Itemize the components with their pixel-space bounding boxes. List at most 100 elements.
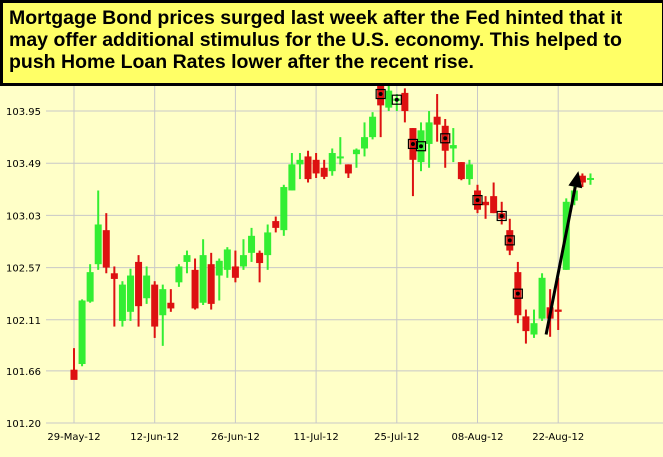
candle-down — [207, 252, 215, 310]
candle-body — [280, 187, 288, 231]
y-tick-label: 103.03 — [6, 211, 41, 222]
candle-body — [191, 269, 199, 309]
candle-down — [401, 88, 409, 123]
candle-body — [143, 275, 151, 299]
candle-down — [344, 164, 352, 178]
candle-body — [465, 164, 473, 180]
candle-down — [578, 173, 586, 188]
y-tick-label: 103.95 — [6, 107, 41, 118]
candle-down — [506, 218, 514, 256]
candle-body — [312, 159, 320, 174]
y-tick-label: 102.11 — [6, 316, 41, 327]
candle-up — [264, 224, 272, 270]
y-tick-label: 101.20 — [6, 419, 41, 430]
candle-down — [167, 289, 175, 312]
arrow-shaft — [544, 186, 577, 335]
chart-title-box: Mortgage Bond prices surged last week af… — [0, 0, 663, 86]
candle-body — [288, 164, 296, 191]
candle-body — [135, 261, 143, 307]
candle-body — [118, 284, 126, 321]
candle-down — [433, 94, 441, 142]
candle-body — [425, 122, 433, 144]
x-axis: 29-May-12 12-Jun-12 26-Jun-12 11-Jul-12 25-J… — [47, 432, 584, 443]
candle-body — [361, 137, 369, 149]
candle-down — [304, 150, 312, 183]
candle-body — [159, 289, 167, 316]
candle-body — [538, 277, 546, 319]
candle-body — [482, 201, 490, 206]
candle-up — [328, 148, 336, 176]
candle-body — [207, 264, 215, 304]
marker-dot — [515, 291, 520, 296]
marker-dot — [394, 97, 399, 102]
candle-up — [449, 128, 457, 163]
candle-body — [328, 153, 336, 172]
candle-up — [94, 190, 102, 270]
candle-body — [320, 167, 328, 177]
candle-up — [239, 239, 247, 270]
candle-down — [135, 255, 143, 327]
x-tick-label: 25-Jul-12 — [374, 432, 419, 443]
x-tick-label: 22-Aug-12 — [532, 432, 584, 443]
candle-down — [312, 153, 320, 178]
candle-down — [498, 201, 506, 225]
x-tick-label: 29-May-12 — [47, 432, 100, 443]
candle-body — [344, 164, 352, 174]
candle-body — [530, 323, 538, 335]
candle-body — [86, 272, 94, 302]
candle-body — [304, 156, 312, 180]
candle-body — [401, 92, 409, 112]
candle-up — [352, 148, 360, 168]
candle-up — [280, 184, 288, 236]
candle-up — [199, 239, 207, 306]
candle-up — [361, 122, 369, 157]
marker-box — [415, 141, 427, 152]
marker-dot — [507, 238, 512, 243]
trend-arrow — [544, 171, 583, 335]
annotation-layer — [544, 171, 583, 335]
candle-up — [175, 264, 183, 287]
y-tick-label: 103.49 — [6, 159, 41, 170]
signal-marker — [415, 141, 427, 152]
candle-up — [586, 173, 594, 185]
candle-body — [70, 369, 78, 380]
candle-body — [296, 159, 304, 165]
chart-title: Mortgage Bond prices surged last week af… — [9, 7, 623, 73]
candle-down — [102, 213, 110, 274]
candles-layer — [70, 77, 594, 380]
candle-body — [239, 255, 247, 267]
candle-up — [248, 227, 256, 262]
candle-body — [110, 273, 118, 279]
signal-marker — [504, 235, 515, 246]
candle-up — [336, 137, 344, 165]
candle-body — [457, 162, 465, 180]
grid-layer — [46, 58, 663, 424]
candle-down — [191, 258, 199, 310]
signal-marker — [440, 133, 451, 144]
candle-up — [183, 250, 191, 274]
signal-marker — [512, 288, 523, 299]
candle-body — [151, 284, 159, 327]
candle-body — [490, 196, 498, 214]
arrow-head — [568, 171, 583, 189]
candle-down — [522, 309, 530, 344]
x-tick-label: 11-Jul-12 — [293, 432, 338, 443]
x-tick-label: 12-Jun-12 — [130, 432, 179, 443]
candle-up — [126, 268, 134, 321]
marker-dot — [378, 92, 383, 97]
candle-body — [449, 145, 457, 149]
candle-body — [231, 266, 239, 278]
candle-up — [369, 112, 377, 140]
candle-body — [522, 316, 530, 332]
candle-down — [441, 118, 449, 168]
candle-body — [256, 252, 264, 264]
marker-box — [504, 235, 515, 246]
candle-body — [215, 260, 223, 276]
marker-box — [375, 88, 386, 100]
candle-down — [151, 281, 159, 338]
candle-body — [578, 175, 586, 183]
candle-up — [143, 266, 151, 304]
candle-down — [457, 162, 465, 181]
candle-body — [264, 232, 272, 256]
